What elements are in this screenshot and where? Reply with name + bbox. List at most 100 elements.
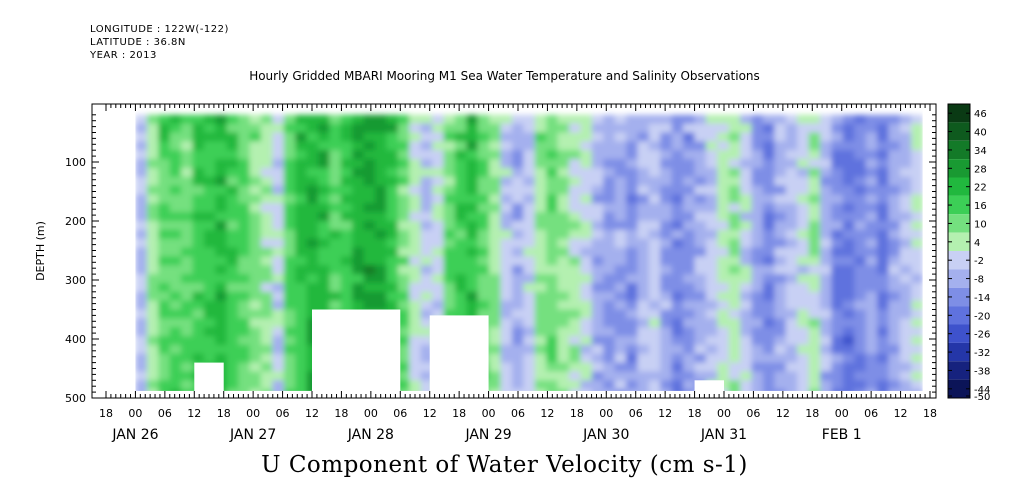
heatmap-cell [842, 256, 855, 266]
heatmap-cell [717, 185, 730, 196]
heatmap-cell [260, 327, 273, 337]
heatmap-cell [557, 362, 570, 373]
heatmap-cell [386, 265, 399, 275]
heatmap-cell [397, 327, 410, 337]
heatmap-cell [808, 221, 821, 231]
heatmap-cell [226, 123, 239, 134]
heatmap-cell [249, 265, 262, 275]
heatmap-cell [671, 123, 684, 134]
heatmap-cell [409, 282, 422, 293]
colorbar-label: -26 [974, 330, 990, 341]
heatmap-cell [260, 194, 273, 204]
heatmap-cell [671, 229, 684, 240]
heatmap-cell [648, 159, 661, 169]
heatmap-cell [409, 291, 422, 302]
heatmap-cell [740, 159, 753, 169]
heatmap-cell [352, 229, 365, 240]
heatmap-cell [295, 353, 308, 364]
heatmap-cell [683, 221, 696, 231]
heatmap-cell [762, 247, 775, 257]
heatmap-cell [306, 238, 319, 249]
heatmap-cell [215, 282, 228, 293]
heatmap-cell [511, 371, 524, 381]
heatmap-cell [888, 327, 901, 337]
heatmap-cell [603, 300, 616, 311]
heatmap-cell [215, 114, 228, 125]
heatmap-cell [865, 212, 878, 222]
heatmap-cell [557, 291, 570, 302]
heatmap-cell [238, 256, 251, 266]
heatmap-cell [626, 344, 639, 355]
heatmap-cell [888, 114, 901, 125]
heatmap-cell [831, 176, 844, 187]
heatmap-cell [580, 132, 593, 142]
heatmap-cell [648, 336, 661, 346]
heatmap-cell [614, 114, 627, 125]
heatmap-cell [648, 238, 661, 249]
heatmap-cell [397, 274, 410, 284]
heatmap-cell [500, 300, 513, 311]
heatmap-cell [135, 167, 148, 178]
heatmap-cell [386, 238, 399, 249]
heatmap-cell [317, 265, 330, 275]
heatmap-cell [865, 327, 878, 337]
heatmap-cell [603, 212, 616, 222]
heatmap-cell [648, 203, 661, 213]
heatmap-cell [888, 371, 901, 381]
heatmap-cell [911, 247, 924, 257]
heatmap-cell [158, 238, 171, 249]
heatmap-cell [591, 265, 604, 275]
heatmap-cell [580, 318, 593, 328]
heatmap-cell [409, 353, 422, 364]
heatmap-cell [306, 150, 319, 160]
heatmap-cell [295, 167, 308, 178]
heatmap-cell [637, 274, 650, 284]
heatmap-cell [603, 309, 616, 319]
heatmap-cell [397, 203, 410, 213]
heatmap-cell [819, 380, 832, 390]
heatmap-cell [637, 309, 650, 319]
heatmap-cell [865, 380, 878, 390]
heatmap-cell [169, 256, 182, 266]
heatmap-cell [877, 203, 890, 213]
heatmap-cell [272, 176, 285, 187]
heatmap-cell [648, 141, 661, 151]
heatmap-cell [397, 176, 410, 187]
heatmap-cell [774, 167, 787, 178]
heatmap-cell [409, 150, 422, 160]
heatmap-cell [375, 221, 388, 231]
x-tick-label: 18 [923, 407, 937, 420]
heatmap-cell [694, 327, 707, 337]
heatmap-cell [740, 247, 753, 257]
heatmap-cell [295, 247, 308, 257]
heatmap-cell [705, 291, 718, 302]
heatmap-cell [785, 336, 798, 346]
heatmap-cell [192, 247, 205, 257]
heatmap-cell [295, 336, 308, 346]
heatmap-cell [591, 274, 604, 284]
heatmap-cell [751, 371, 764, 381]
heatmap-cell [717, 300, 730, 311]
no-data-region [429, 315, 489, 397]
heatmap-cell [135, 282, 148, 293]
heatmap-cell [854, 256, 867, 266]
heatmap-cell [146, 371, 159, 381]
heatmap-cell [877, 300, 890, 311]
heatmap-cell [215, 353, 228, 364]
heatmap-cell [637, 221, 650, 231]
x-tick-label: 12 [305, 407, 319, 420]
heatmap-cell [203, 300, 216, 311]
heatmap-cell [797, 132, 810, 142]
heatmap-cell [340, 123, 353, 134]
heatmap-cell [728, 167, 741, 178]
heatmap-cell [511, 114, 524, 125]
heatmap-cell [226, 114, 239, 125]
heatmap-cell [603, 123, 616, 134]
heatmap-cell [808, 132, 821, 142]
heatmap-cell [192, 167, 205, 178]
heatmap-cell [272, 203, 285, 213]
heatmap-cell [432, 238, 445, 249]
heatmap-cell [283, 282, 296, 293]
colorbar-label: 4 [974, 238, 980, 249]
heatmap-cell [135, 247, 148, 257]
